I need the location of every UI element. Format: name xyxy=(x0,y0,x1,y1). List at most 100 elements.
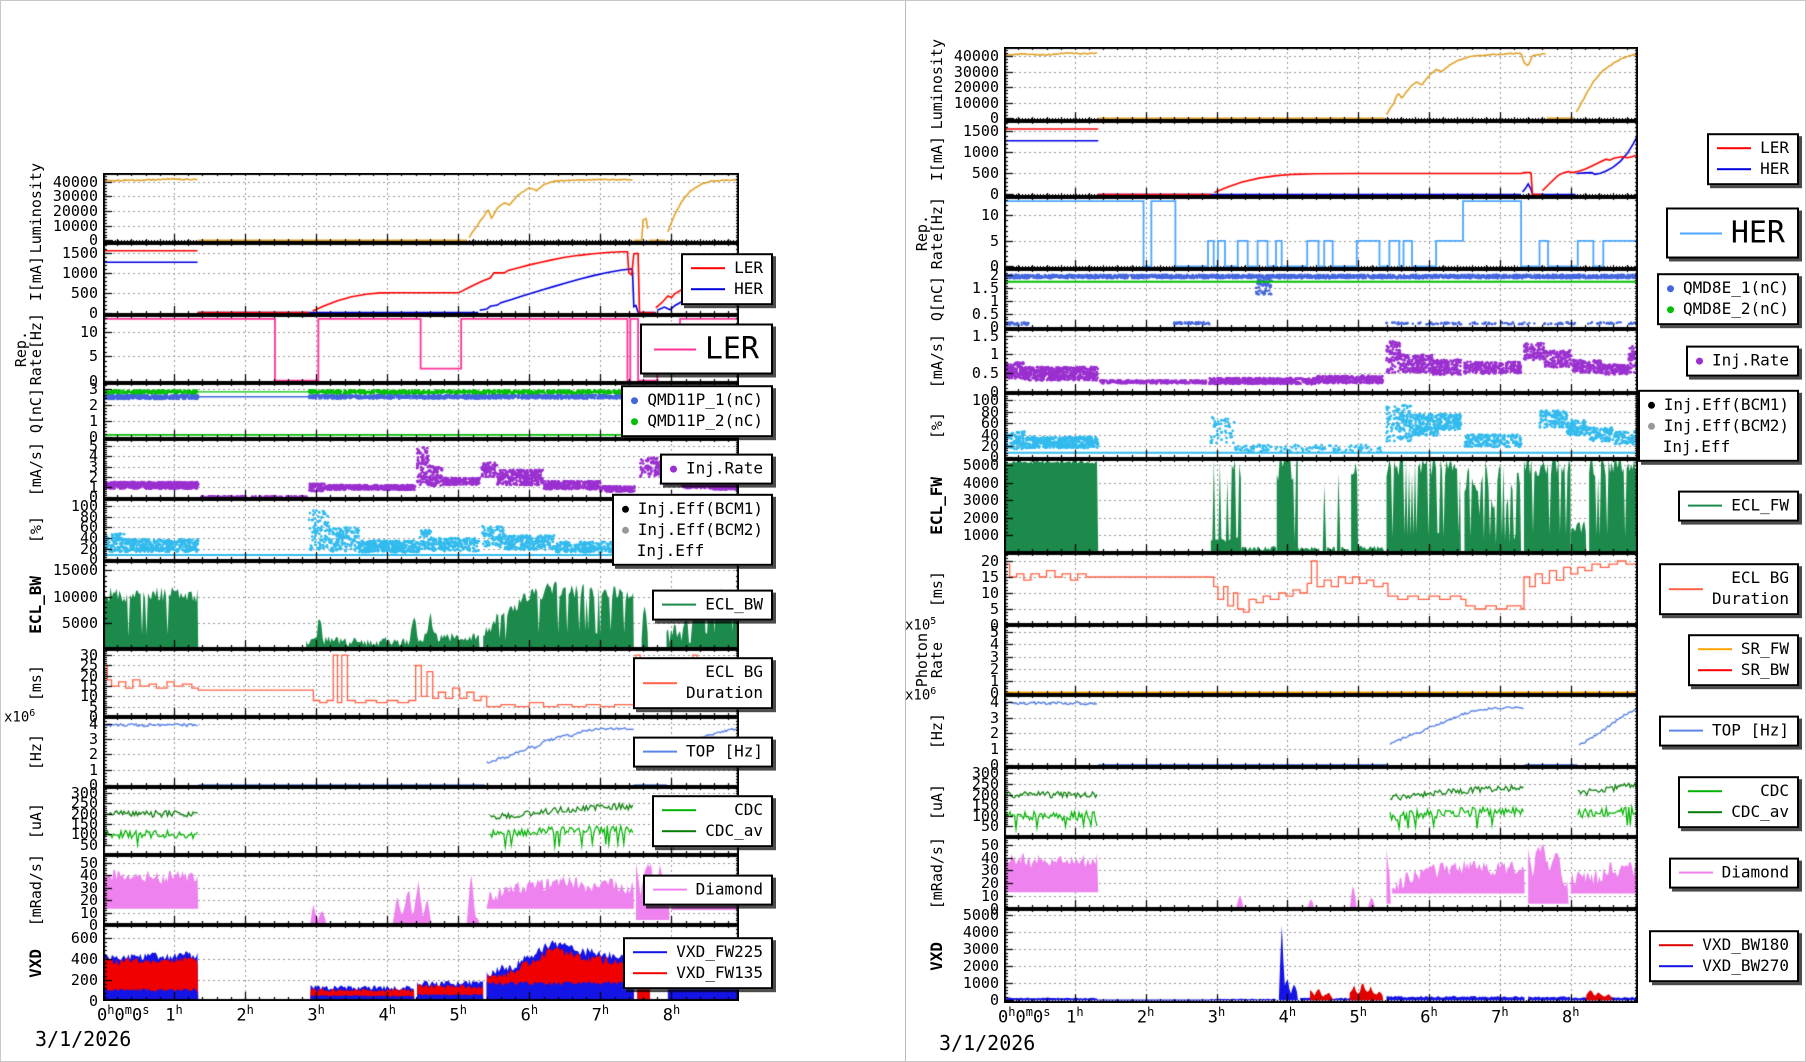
ytick-label: 30000 xyxy=(52,187,98,206)
ytick-label: 40 xyxy=(79,866,98,884)
legend-label: Inj.Rate xyxy=(1711,350,1789,370)
yticks-ecl-bw: 5000 10000 15000 xyxy=(43,561,101,649)
ytick-label: 0.5 xyxy=(971,363,999,382)
ylabel-text: ECL_BW xyxy=(26,576,46,634)
x-tick-label: 6h xyxy=(1420,1005,1438,1028)
ylabel-injection-rate: [mA/s] xyxy=(902,329,946,393)
x-tick-label: 0h0m0s xyxy=(998,1005,1051,1028)
legend-injection-rate: Inj.Rate xyxy=(659,453,773,485)
ytick-label: 10 xyxy=(79,323,98,342)
x-tick-label: 3h xyxy=(1207,1005,1226,1028)
ytick-label: 1 xyxy=(989,292,999,311)
ylabel-text: [%] xyxy=(928,412,947,440)
ylabel-text: I[mA] xyxy=(27,256,46,302)
legend-cdc-current: CDC CDC_av xyxy=(1678,776,1799,828)
ler-line-sample xyxy=(653,348,696,350)
legend-injection-efficiency: Inj.Eff(BCM1) Inj.Eff(BCM2) Inj.Eff xyxy=(1637,389,1799,463)
ytick-label: 300 xyxy=(971,764,999,783)
legend-item: QMD11P_1(nC) xyxy=(631,390,763,411)
legend-item: QMD8E_2(nC) xyxy=(1667,299,1789,320)
subplot-vxd-canvas xyxy=(1004,909,1638,1003)
ylabel-ecl-fw: ECL_FW xyxy=(902,459,946,553)
subplot-rep-rate-canvas xyxy=(103,315,739,383)
yticks-rep-rate: 0 5 10 xyxy=(43,315,101,389)
ytick-label: 0.5 xyxy=(971,305,999,323)
ytick-label: 1.5 xyxy=(971,279,999,298)
ytick-label: 40 xyxy=(980,425,999,444)
ytick-label: 40 xyxy=(980,848,999,867)
x-tick-label: 7h xyxy=(1491,1005,1509,1028)
ytick-label: 300 xyxy=(70,784,98,803)
legend-rep-rate: LER xyxy=(639,323,773,375)
ytick-label: 0 xyxy=(989,900,999,918)
legend-item: SR_BW xyxy=(1697,660,1789,681)
dot-sample xyxy=(669,465,677,473)
ytick-label: 250 xyxy=(971,774,999,793)
ylabel-text: Rate[Hz] xyxy=(928,196,947,270)
ytick-label: 15 xyxy=(79,677,98,696)
ytick-label: 100 xyxy=(70,496,98,515)
legend-item: TOP [Hz] xyxy=(1668,721,1789,742)
legend-item: HER xyxy=(691,279,763,300)
ylabel-ecl-bg-duration: [ms] xyxy=(902,553,946,625)
subplot-ecl-fw-canvas xyxy=(1004,459,1638,553)
ytick-label: 400 xyxy=(70,949,98,968)
ytick-label: 3 xyxy=(88,457,98,476)
legend-item: HER xyxy=(1679,214,1785,253)
ytick-label: 40000 xyxy=(52,172,98,191)
ylabel-text: [uA] xyxy=(27,802,46,840)
subplot-rep-rate-canvas xyxy=(1004,197,1638,269)
ylabel-diamond: [mRad/s] xyxy=(902,837,946,909)
sr-fw-line-sample xyxy=(1697,648,1732,651)
her-line-sample xyxy=(1717,168,1752,171)
diamond-line-sample xyxy=(1678,871,1713,874)
legend-label: VXD_BW180 xyxy=(1702,935,1789,955)
legend-label: Inj.Eff(BCM2) xyxy=(637,519,763,539)
ytick-label: 1500 xyxy=(61,243,98,262)
legend-injection-efficiency: Inj.Eff(BCM1) Inj.Eff(BCM2) Inj.Eff xyxy=(611,493,773,567)
legend-ecl-fw: ECL_FW xyxy=(1678,490,1799,522)
ylabel-ecl-bw: ECL_BW xyxy=(1,561,45,649)
top-hz--line-sample xyxy=(642,750,677,753)
legend-item: CDC_av xyxy=(662,821,763,842)
ylabel-text: [mRad/s] xyxy=(27,853,46,927)
subplot-luminosity-canvas xyxy=(1004,47,1638,121)
ytick-label: 3 xyxy=(989,647,999,666)
dot-sample xyxy=(1695,357,1703,365)
ytick-label: 0 xyxy=(989,616,999,634)
ytick-label: 500 xyxy=(70,283,98,302)
ytick-label: 3000 xyxy=(962,940,999,959)
legend-item: QMD8E_1(nC) xyxy=(1667,278,1789,299)
legend-top-rate: TOP [Hz] xyxy=(1658,715,1799,747)
legend-item: HER xyxy=(1717,159,1789,180)
legend-label: VXD_FW225 xyxy=(676,942,763,962)
legend-label: SR_BW xyxy=(1740,660,1789,679)
ytick-label: 200 xyxy=(70,970,98,989)
ytick-label: 3 xyxy=(989,708,999,727)
ytick-label: 0 xyxy=(88,916,98,934)
ylabel-luminosity: Luminosity xyxy=(1,163,45,253)
legend-label: VXD_FW135 xyxy=(676,963,763,982)
ylabel-text: Luminosity xyxy=(928,38,947,130)
legend-item: CDC_av xyxy=(1688,802,1789,823)
subplot-ecl-bg-duration-canvas xyxy=(1004,553,1638,625)
ytick-label: 10 xyxy=(980,584,999,602)
ytick-label: 0 xyxy=(88,775,98,794)
legend-item: CDC xyxy=(1688,781,1789,802)
ytick-label: 25 xyxy=(79,656,98,675)
legend-label: ECL BG Duration xyxy=(685,662,763,702)
legend-label: SR_FW xyxy=(1740,639,1789,659)
ytick-label: 0 xyxy=(989,257,999,276)
ytick-label: 150 xyxy=(971,796,999,815)
ytick-label: 2000 xyxy=(962,508,999,527)
ytick-label: 40 xyxy=(79,529,98,548)
x-tick-label: 1h xyxy=(165,1003,183,1026)
ytick-label: 0 xyxy=(88,708,98,726)
subplot-diamond-canvas xyxy=(1004,837,1638,909)
ytick-label: 20 xyxy=(980,436,999,455)
ylabel-text: [ms] xyxy=(928,570,947,608)
sr-bw-line-sample xyxy=(1697,669,1732,672)
legend-label: TOP [Hz] xyxy=(685,741,763,761)
ytick-label: 1 xyxy=(88,478,98,497)
